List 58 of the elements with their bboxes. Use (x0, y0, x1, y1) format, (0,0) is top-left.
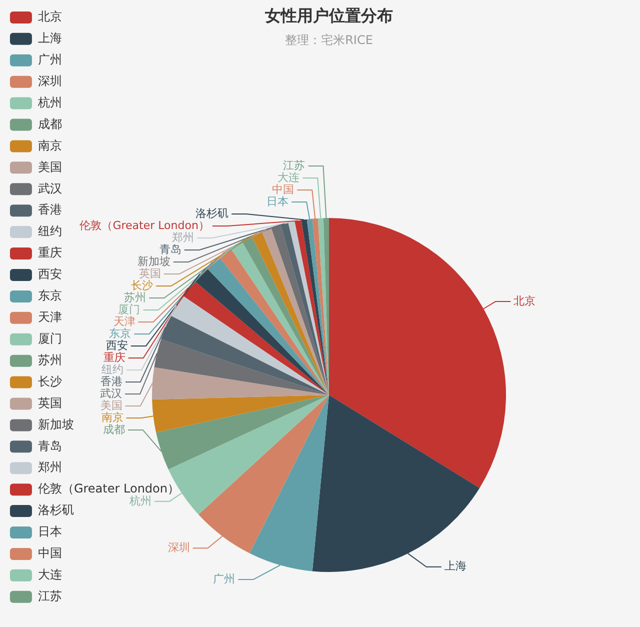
legend-label: 伦敦（Greater London） (38, 482, 180, 496)
slice-label: 郑州 (172, 230, 194, 244)
slice-label: 重庆 (103, 350, 126, 364)
legend-label: 深圳 (38, 74, 62, 88)
legend-label: 中国 (38, 546, 62, 560)
legend-label: 西安 (38, 267, 62, 282)
slice-label: 广州 (213, 572, 236, 586)
slice-label: 南京 (101, 410, 124, 424)
slice-label: 江苏 (283, 158, 306, 172)
slice-label: 美国 (100, 398, 122, 412)
legend-label: 天津 (38, 310, 62, 324)
legend-label: 东京 (38, 288, 62, 303)
chart-title: 女性用户位置分布 (264, 6, 393, 26)
text: 整理：宅米RICE (285, 33, 373, 48)
slice-label: 伦敦（Greater London） (80, 218, 210, 232)
slice-label: 纽约 (102, 362, 124, 376)
slice-label: 洛杉矶 (196, 206, 229, 220)
slice-label: 上海 (444, 560, 466, 573)
legend-label: 广州 (38, 52, 62, 67)
legend-label: 上海 (38, 31, 62, 46)
legend-label: 香港 (38, 202, 62, 217)
slice-label: 成都 (102, 422, 125, 436)
legend-label: 武汉 (38, 181, 62, 196)
legend-label: 美国 (38, 160, 62, 174)
legend-label: 南京 (38, 138, 62, 152)
slice-label: 长沙 (131, 278, 154, 292)
slice-label: 苏州 (124, 290, 146, 304)
legend-label: 北京 (38, 10, 62, 24)
slice-label: 日本 (266, 194, 289, 208)
slice-label: 厦门 (118, 302, 140, 316)
slice-label: 天津 (113, 314, 136, 328)
slice-label: 青岛 (159, 242, 182, 256)
slice-label: 中国 (272, 182, 294, 196)
legend-label: 长沙 (38, 374, 62, 388)
legend-label: 纽约 (38, 224, 62, 238)
legend-label: 英国 (38, 396, 62, 410)
legend-label: 新加坡 (38, 417, 74, 432)
legend-label: 苏州 (38, 352, 62, 367)
legend-label: 江苏 (38, 589, 62, 604)
legend-label: 厦门 (38, 331, 62, 346)
slice-label: 香港 (100, 374, 122, 388)
slice-label: 杭州 (128, 494, 152, 508)
legend-label: 郑州 (38, 460, 62, 474)
legend-label: 成都 (38, 116, 62, 131)
slice-label: 武汉 (100, 386, 122, 400)
slice-label: 大连 (278, 170, 300, 184)
slice-label: 新加坡 (137, 254, 170, 268)
legend-label: 杭州 (36, 95, 62, 110)
legend-label: 青岛 (38, 438, 62, 453)
slice-label: 深圳 (168, 541, 190, 554)
legend-label: 洛杉矶 (38, 503, 74, 518)
slice-label: 西安 (106, 338, 128, 352)
slice-label: 北京 (514, 294, 536, 308)
legend-label: 大连 (38, 568, 62, 582)
slice-label: 英国 (139, 266, 162, 280)
legend-label: 日本 (38, 524, 62, 539)
legend-label: 重庆 (38, 246, 62, 260)
slice-label: 东京 (109, 326, 132, 340)
